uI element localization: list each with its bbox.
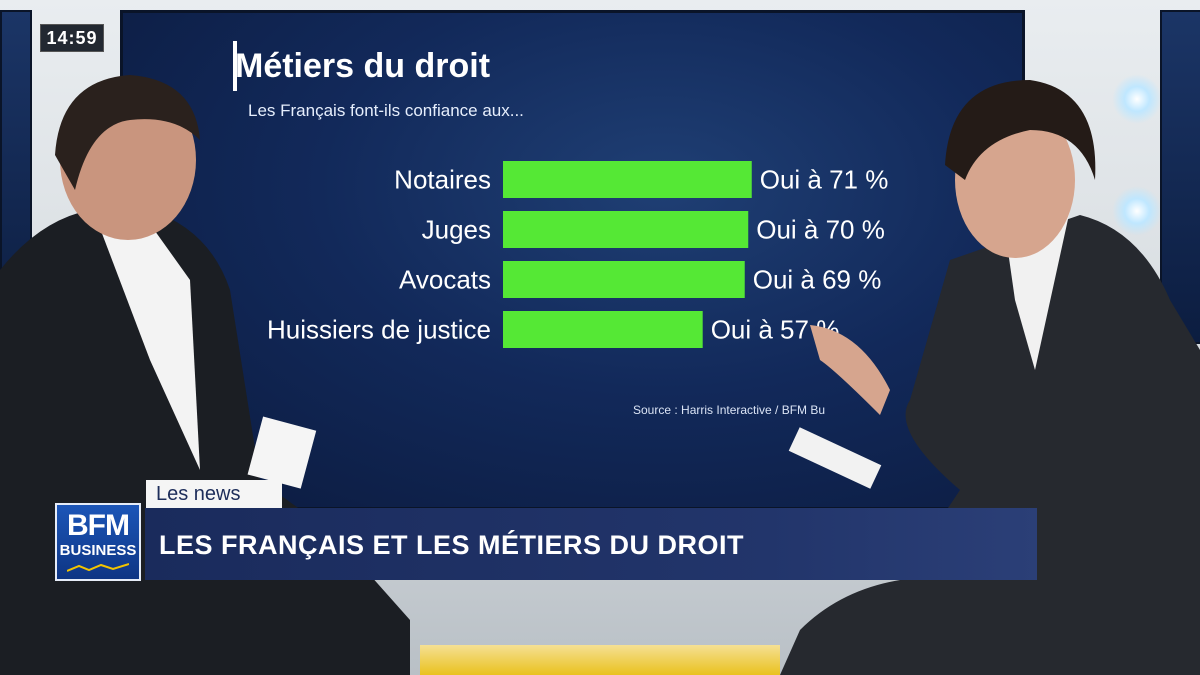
category-label: Avocats (399, 265, 491, 295)
headline-banner: LES FRANÇAIS ET LES MÉTIERS DU DROIT (145, 508, 1037, 580)
presenter-right (780, 80, 1200, 675)
category-label: Huissiers de justice (267, 315, 491, 345)
floor-light (420, 645, 780, 675)
value-label: Oui à 70 % (756, 215, 885, 245)
chart-title: Métiers du droit (235, 47, 491, 85)
bar (503, 161, 752, 198)
studio-light (1112, 74, 1162, 124)
headline-text: LES FRANÇAIS ET LES MÉTIERS DU DROIT (159, 530, 745, 560)
title-accent-bar (233, 41, 237, 91)
logo-top-text: BFM (67, 509, 130, 542)
side-screen-right (1160, 10, 1200, 344)
value-label: Oui à 71 % (760, 165, 889, 195)
news-tag: Les news (146, 480, 282, 508)
channel-logo: BFM BUSINESS (55, 503, 141, 581)
bar (503, 311, 703, 348)
bar (503, 211, 749, 248)
presenter-left (0, 75, 410, 675)
bar-chart: Notaires Oui à 71 % Juges Oui à 70 % Avocats… (267, 161, 889, 348)
chart-subtitle: Les Français font-ils confiance aux... (248, 101, 524, 120)
logo-bottom-text: BUSINESS (59, 542, 137, 559)
category-label: Juges (422, 215, 491, 245)
value-label: Oui à 69 % (753, 265, 882, 295)
logo-wave-icon (67, 563, 129, 572)
clock-ticker: 14:59 (40, 24, 104, 52)
chart-source: Source : Harris Interactive / BFM Bu (633, 403, 826, 417)
bar (503, 261, 745, 298)
studio-light (1112, 186, 1162, 236)
category-label: Notaires (394, 165, 491, 195)
